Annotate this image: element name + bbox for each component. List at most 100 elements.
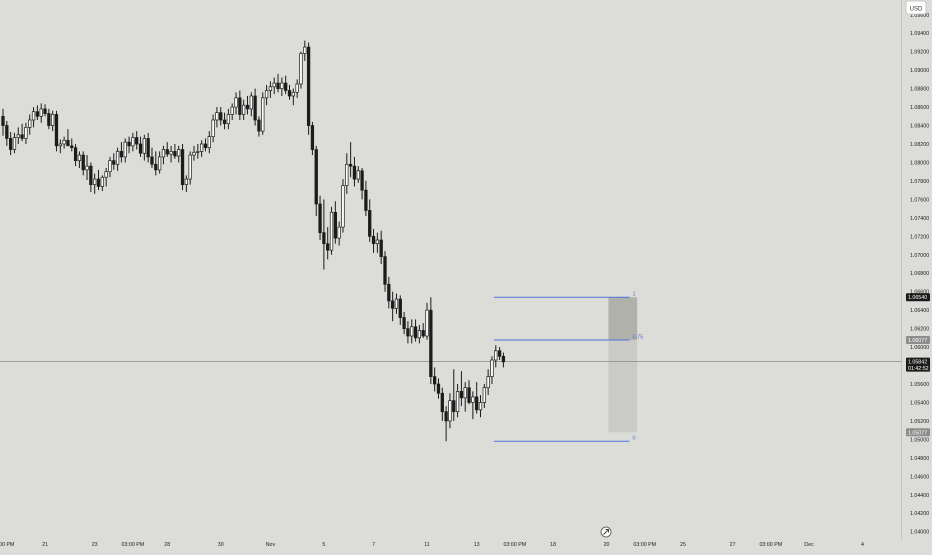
candle xyxy=(108,156,112,178)
candle xyxy=(104,168,108,187)
candle xyxy=(268,81,273,98)
candle xyxy=(196,144,200,159)
candle xyxy=(157,151,162,174)
candle xyxy=(352,156,357,187)
time-tick-label: 03:00 PM xyxy=(0,542,14,548)
candle-body xyxy=(310,125,315,150)
candle-body xyxy=(360,170,364,191)
candle xyxy=(383,251,387,292)
candle-body xyxy=(375,239,380,245)
candle-body xyxy=(28,119,32,128)
price-tick-label: 1.04800 xyxy=(910,456,929,462)
candle-body xyxy=(8,138,13,150)
currency-badge[interactable]: USD xyxy=(905,0,927,15)
candle xyxy=(433,367,437,392)
position-zone[interactable] xyxy=(608,297,638,433)
candle xyxy=(348,142,353,178)
candle xyxy=(482,384,486,408)
candle-body xyxy=(219,112,223,121)
candle-body xyxy=(43,108,47,114)
candle-body xyxy=(413,326,418,339)
candle xyxy=(371,228,376,253)
candle-body xyxy=(425,309,429,337)
candle-body xyxy=(306,46,311,126)
candle-body xyxy=(421,330,425,337)
candle xyxy=(16,127,20,144)
candle xyxy=(333,201,337,244)
time-axis[interactable]: 03:00 PM 21 23 03:00 PM 28 30 Nov 5 7 11 13 03:00 P… xyxy=(0,542,864,548)
candle xyxy=(291,88,295,106)
candle-body xyxy=(89,165,93,185)
candle-body xyxy=(127,141,131,147)
price-tag-countdown: 01:42:52 xyxy=(908,366,929,372)
price-tick-label: 1.07000 xyxy=(910,253,929,259)
price-tick-label: 1.07400 xyxy=(910,216,929,222)
candle-body xyxy=(31,111,36,121)
candle-body xyxy=(249,95,253,110)
candle xyxy=(245,96,250,115)
candle-body xyxy=(329,211,334,251)
candle-body xyxy=(211,119,215,137)
price-tag-box xyxy=(906,293,930,302)
time-tick-label: 7 xyxy=(372,542,375,548)
candle xyxy=(390,291,395,322)
candle-body xyxy=(131,137,135,147)
candle-body xyxy=(501,355,506,363)
candle xyxy=(242,99,246,120)
candle xyxy=(322,199,326,270)
candle xyxy=(402,312,406,335)
price-tick-label: 1.04200 xyxy=(910,511,929,517)
candle-body xyxy=(257,119,261,132)
candle xyxy=(375,232,380,253)
candle-body xyxy=(364,189,368,211)
candle xyxy=(150,147,154,168)
candle-body xyxy=(318,203,322,233)
candle-body xyxy=(490,359,494,377)
candle-body xyxy=(253,95,257,121)
fib-level-label: 1 xyxy=(632,292,635,298)
candle xyxy=(89,162,93,192)
candle-body xyxy=(497,350,502,357)
candle-body xyxy=(303,46,307,54)
candle-body xyxy=(326,243,330,251)
fib-retracement[interactable]: 1 0.75 0 xyxy=(493,292,643,442)
candle-body xyxy=(180,149,185,185)
candle xyxy=(497,347,502,360)
time-tick-label: 27 xyxy=(730,542,736,548)
time-tick-label: 5 xyxy=(322,542,325,548)
candle xyxy=(306,42,311,135)
candle xyxy=(494,345,498,368)
candle xyxy=(184,175,189,192)
candle xyxy=(31,107,36,128)
candle xyxy=(28,114,32,135)
candle xyxy=(368,199,372,242)
candle xyxy=(85,155,89,180)
candles[interactable] xyxy=(1,40,506,442)
candle xyxy=(93,173,97,194)
candle-body xyxy=(108,160,112,173)
candle xyxy=(257,116,261,137)
candle xyxy=(138,136,143,157)
candle-body xyxy=(471,396,475,403)
time-tick-label: 23 xyxy=(92,542,98,548)
price-tick-label: 1.09200 xyxy=(910,50,929,56)
candle-body xyxy=(169,151,173,155)
candle xyxy=(295,79,299,98)
price-tag-box xyxy=(906,357,930,372)
candle-body xyxy=(77,154,82,161)
candle-body xyxy=(436,383,441,394)
candle xyxy=(501,352,506,368)
price-tick-label: 1.08800 xyxy=(910,87,929,93)
candle-body xyxy=(226,114,231,125)
candle xyxy=(379,230,383,264)
price-tag-value: 1.05077 xyxy=(908,430,927,436)
goto-realtime-button[interactable] xyxy=(600,526,612,538)
price-axis[interactable]: 1.09600 1.09400 1.09200 1.09000 1.08800 1.086… xyxy=(910,13,929,536)
time-tick-label: 03:00 PM xyxy=(504,542,527,548)
candle xyxy=(47,108,51,130)
candle xyxy=(387,276,391,309)
time-tick-label: 03:00 PM xyxy=(759,542,782,548)
candle-body xyxy=(444,411,448,422)
